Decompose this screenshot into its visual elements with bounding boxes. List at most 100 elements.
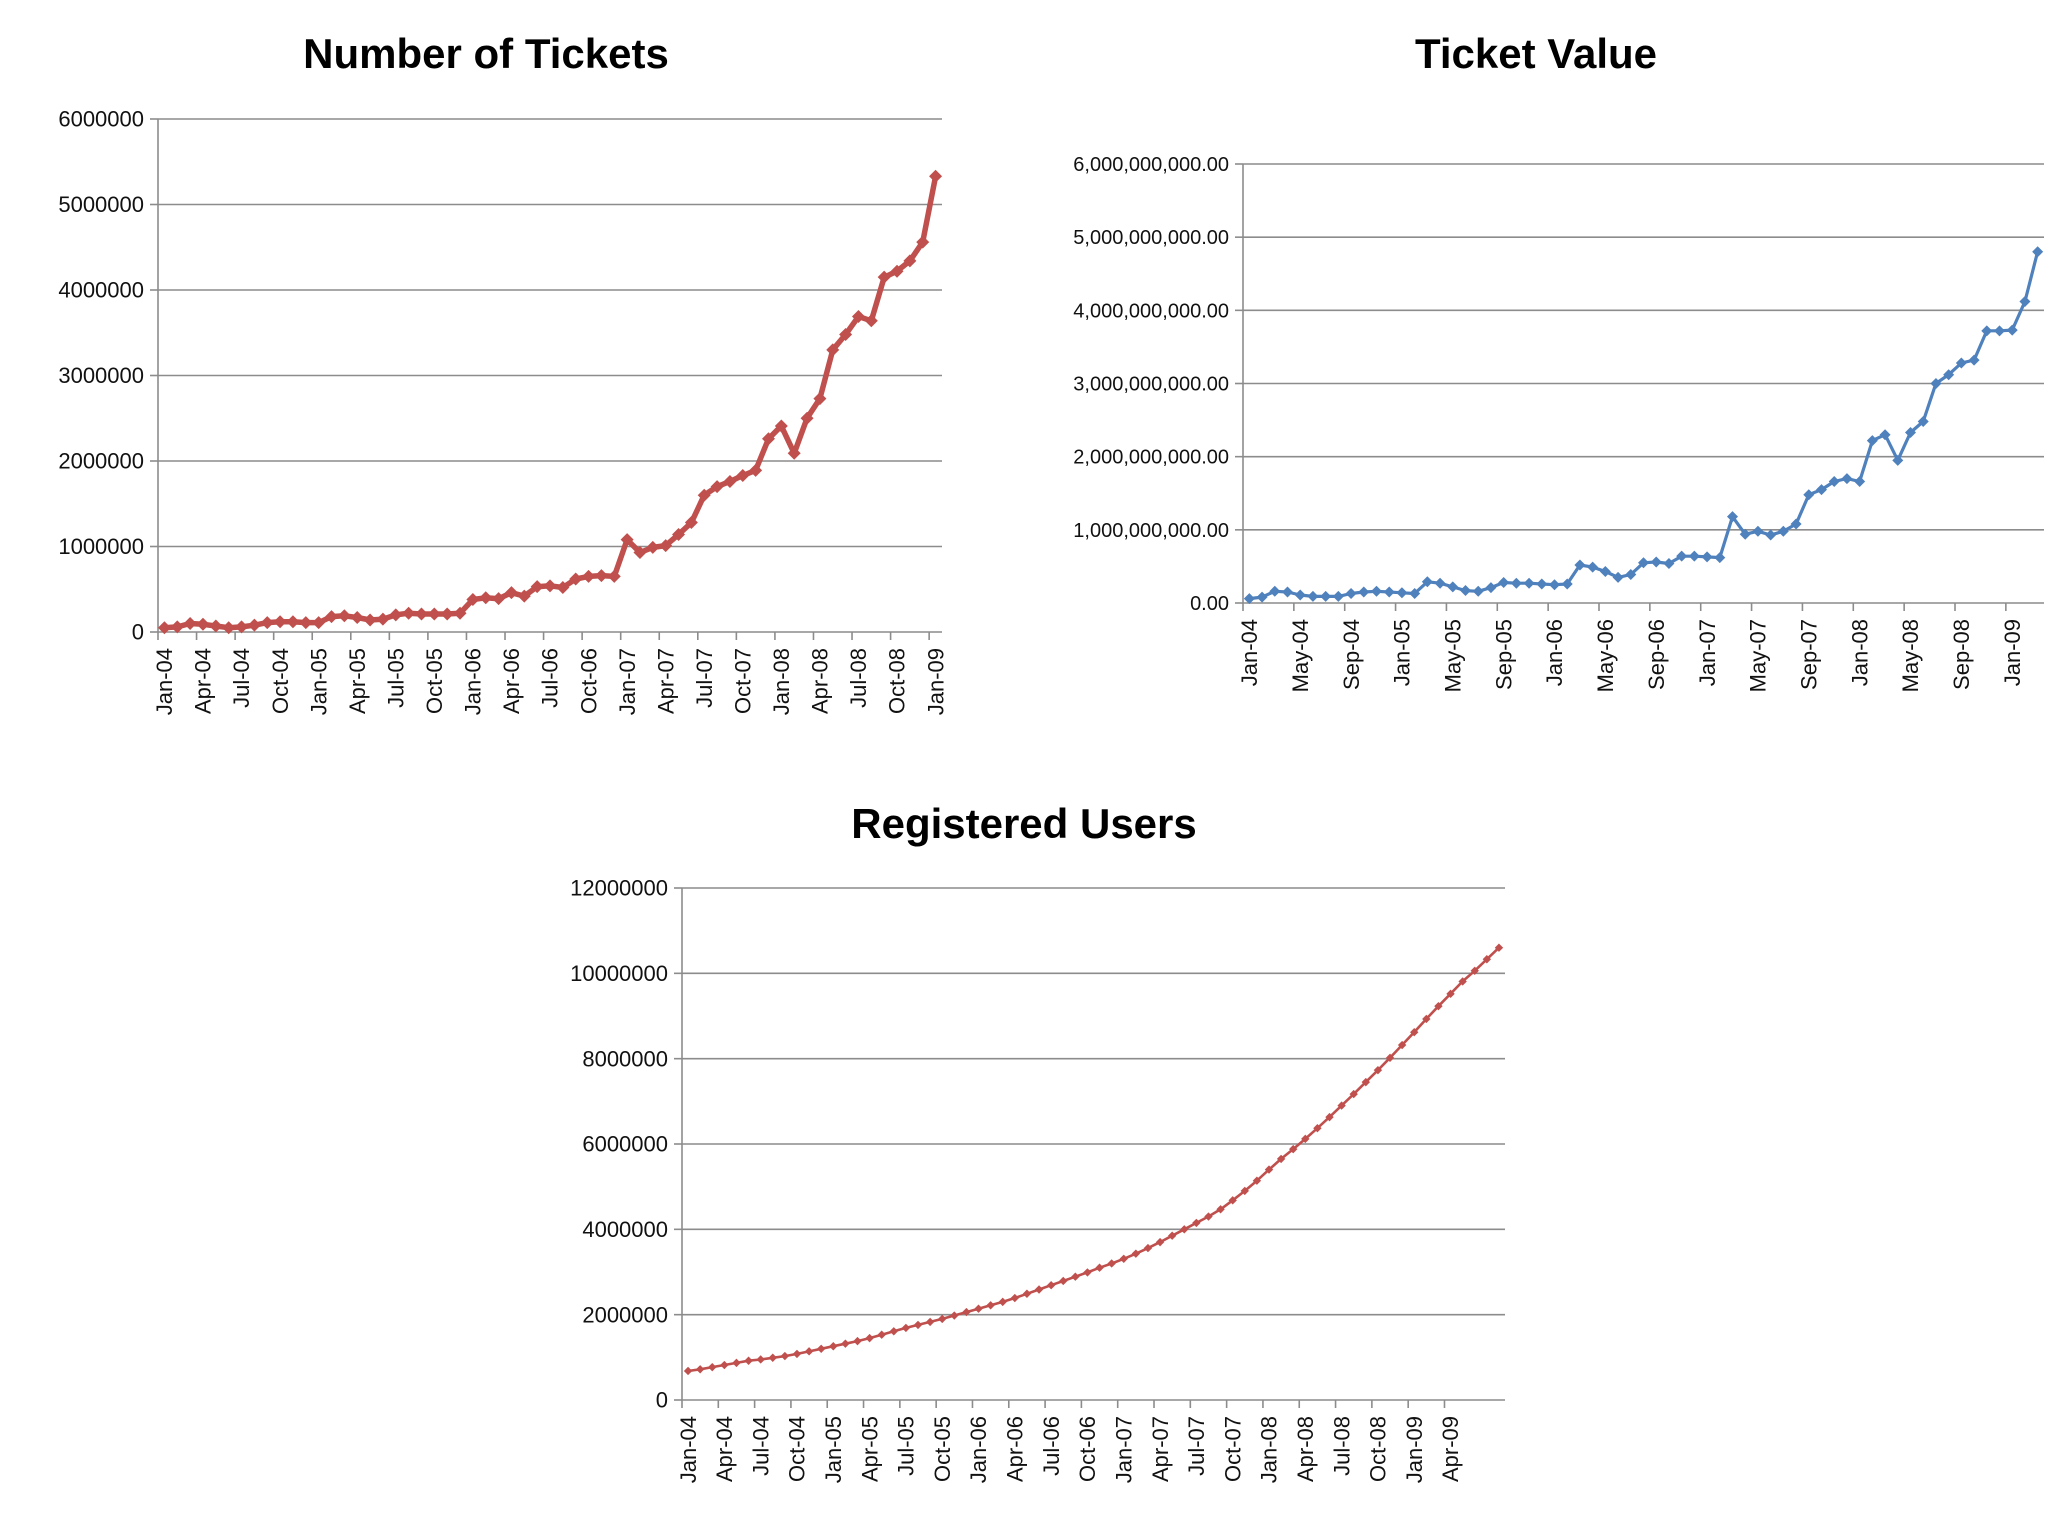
y-tick-label: 1,000,000,000.00: [1073, 520, 1229, 542]
data-point: [929, 169, 943, 183]
data-point: [1625, 568, 1637, 580]
data-point: [1587, 561, 1599, 573]
data-point: [1917, 416, 1929, 428]
y-tick-label: 6,000,000,000.00: [1073, 154, 1229, 176]
x-tick-label: Jul-05: [894, 1416, 919, 1476]
x-tick-label: Apr-08: [1293, 1416, 1318, 1482]
data-point: [1727, 511, 1738, 523]
chart-title: Number of Tickets: [303, 30, 669, 77]
data-point: [732, 1358, 741, 1368]
data-point: [260, 616, 274, 630]
x-tick-label: Apr-08: [808, 648, 833, 714]
data-point: [1434, 1001, 1443, 1011]
data-point: [235, 620, 249, 634]
data-point: [1397, 1040, 1407, 1050]
data-point: [710, 480, 724, 494]
data-point: [1955, 357, 1967, 369]
data-point: [1282, 586, 1293, 598]
data-point: [697, 488, 711, 502]
x-tick-label: Oct-08: [1366, 1416, 1391, 1482]
x-tick-label: May-05: [1440, 619, 1465, 692]
data-point: [414, 607, 428, 621]
x-tick-label: Apr-04: [712, 1416, 737, 1482]
x-tick-label: Sep-06: [1644, 619, 1669, 690]
y-tick-label: 6000000: [582, 1132, 668, 1157]
data-point: [1010, 1293, 1020, 1303]
data-point: [402, 606, 416, 620]
data-point: [453, 606, 467, 620]
x-tick-label: Jan-05: [1390, 619, 1415, 686]
data-point: [865, 1333, 874, 1343]
y-tick-label: 4000000: [58, 278, 144, 303]
data-point: [1119, 1254, 1128, 1263]
y-tick-label: 5000000: [58, 192, 144, 217]
data-point: [1167, 1231, 1177, 1240]
data-point: [1447, 581, 1459, 593]
data-point: [492, 592, 506, 606]
data-point: [1373, 1065, 1383, 1075]
x-tick-label: Apr-05: [857, 1416, 882, 1482]
data-point: [877, 270, 891, 284]
data-point: [2006, 324, 2018, 336]
series-line: [1247, 250, 2040, 601]
data-point: [1854, 476, 1866, 488]
data-point: [1549, 579, 1560, 591]
data-point: [1288, 1144, 1298, 1154]
data-point: [1095, 1263, 1104, 1272]
x-tick-label: May-04: [1288, 619, 1313, 692]
data-point: [1470, 966, 1479, 975]
data-point: [1345, 587, 1357, 599]
chart-title: Registered Users: [851, 800, 1197, 847]
data-point: [1523, 577, 1535, 589]
data-point: [1385, 1053, 1395, 1063]
data-point: [1485, 582, 1497, 594]
data-point: [1307, 590, 1319, 602]
data-point: [247, 618, 261, 632]
data-point: [1204, 1212, 1213, 1221]
data-point: [466, 593, 480, 607]
x-tick-label: Jan-09: [923, 648, 948, 715]
data-point: [273, 615, 287, 629]
data-point: [1421, 576, 1433, 588]
x-tick-label: Apr-07: [1148, 1416, 1173, 1482]
data-point: [1638, 557, 1649, 569]
data-point: [1071, 1272, 1080, 1281]
data-point: [325, 610, 339, 624]
data-point: [839, 327, 853, 341]
chart-number-of-tickets: Number of Tickets 0 1000000 2000000 3000000…: [58, 30, 948, 715]
data-point: [1410, 1028, 1419, 1037]
y-tick-label: 12000000: [570, 876, 668, 901]
data-point: [1143, 1243, 1153, 1253]
data-point: [157, 621, 171, 635]
data-point: [1034, 1285, 1044, 1294]
chart-ticket-value: Ticket Value 0.00 1,000,000,000.00 2,000,0…: [1073, 30, 2044, 692]
data-point: [841, 1339, 850, 1348]
data-point: [877, 1330, 886, 1339]
x-tick-label: Apr-06: [499, 648, 524, 714]
data-point: [1930, 378, 1942, 389]
x-tick-label: Jul-04: [229, 648, 254, 708]
data-point: [299, 616, 313, 630]
data-point: [853, 1336, 862, 1346]
data-point: [913, 1320, 923, 1330]
data-point: [1790, 518, 1802, 530]
data-point: [376, 612, 390, 626]
data-point: [851, 310, 865, 324]
data-point: [1216, 1205, 1225, 1214]
data-point: [594, 569, 608, 583]
data-point: [962, 1307, 971, 1317]
data-point: [683, 1366, 693, 1376]
data-point: [1240, 1186, 1249, 1196]
x-tick-label: Sep-08: [1949, 619, 1974, 690]
data-point: [1332, 590, 1344, 602]
data-point: [209, 619, 223, 633]
x-tick-label: Jan-08: [1257, 1416, 1282, 1483]
data-point: [672, 528, 686, 542]
data-point: [1943, 369, 1955, 381]
data-point: [1046, 1281, 1056, 1290]
data-point: [1599, 566, 1611, 578]
x-tick-label: Oct-04: [268, 648, 293, 714]
data-point: [1358, 586, 1370, 598]
data-point: [761, 432, 775, 446]
x-tick-label: Jul-08: [846, 648, 871, 708]
